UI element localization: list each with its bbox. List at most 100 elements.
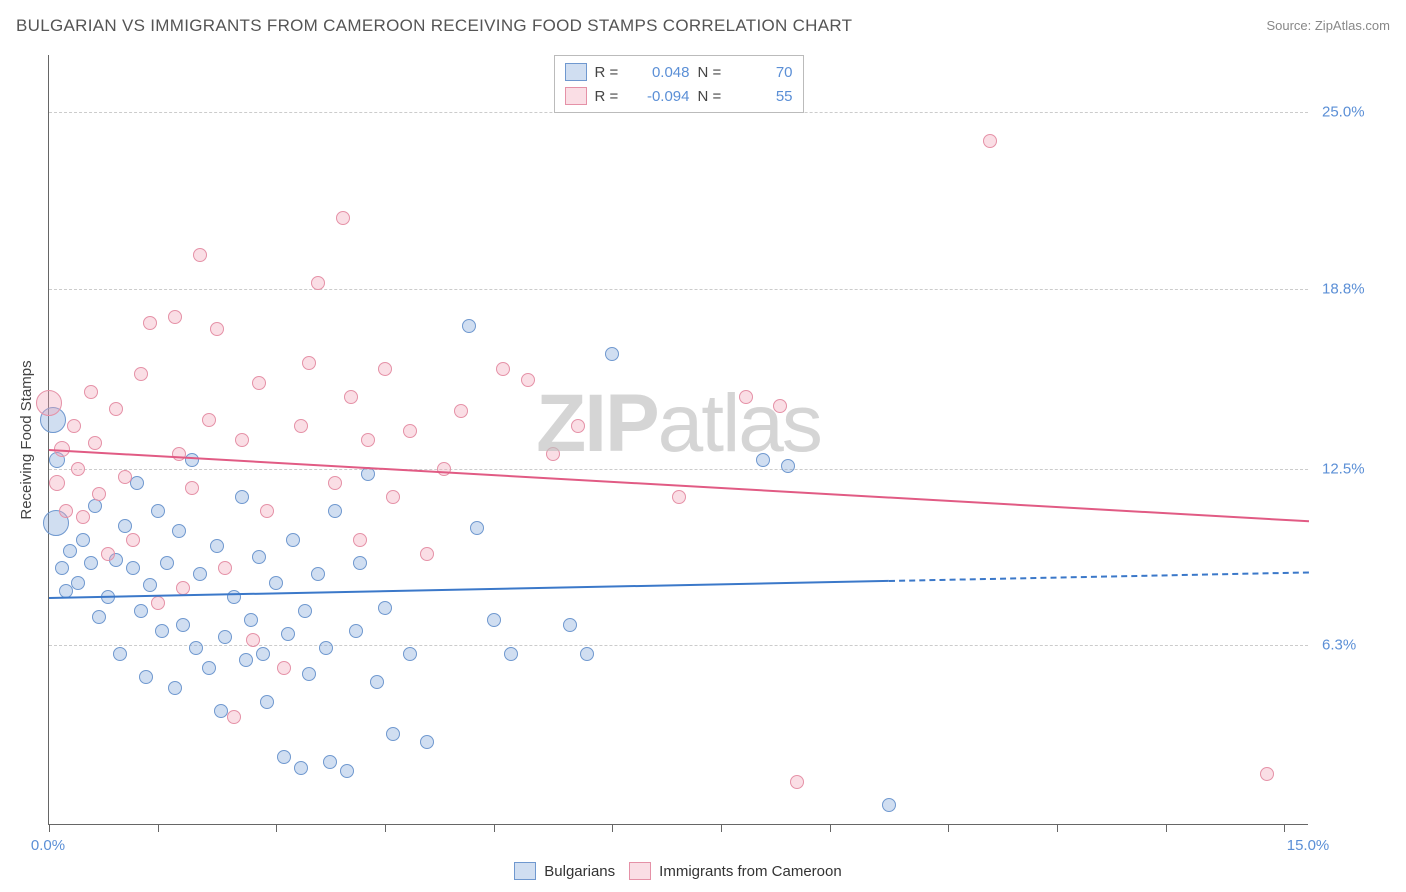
scatter-point (168, 681, 182, 695)
scatter-point (882, 798, 896, 812)
scatter-point (386, 727, 400, 741)
xtick (1284, 824, 1285, 832)
scatter-point (323, 755, 337, 769)
scatter-point (235, 433, 249, 447)
xtick (1057, 824, 1058, 832)
scatter-point (361, 433, 375, 447)
scatter-point (113, 647, 127, 661)
scatter-point (311, 567, 325, 581)
scatter-point (378, 601, 392, 615)
scatter-point (239, 653, 253, 667)
scatter-point (189, 641, 203, 655)
scatter-point (134, 367, 148, 381)
gridline (49, 469, 1308, 470)
xtick (49, 824, 50, 832)
scatter-point (101, 547, 115, 561)
scatter-point (286, 533, 300, 547)
scatter-point (151, 504, 165, 518)
scatter-point (277, 661, 291, 675)
scatter-point (202, 413, 216, 427)
scatter-point (328, 476, 342, 490)
scatter-point (370, 675, 384, 689)
plot-area: ZIPatlas R = 0.048 N = 70 R = -0.094 N =… (48, 55, 1308, 825)
scatter-point (277, 750, 291, 764)
scatter-point (143, 316, 157, 330)
xtick-label: 0.0% (31, 837, 65, 854)
scatter-point (49, 475, 65, 491)
scatter-point (281, 627, 295, 641)
legend-stats: R = 0.048 N = 70 R = -0.094 N = 55 (554, 55, 804, 113)
trendline (889, 571, 1309, 582)
scatter-point (487, 613, 501, 627)
scatter-point (84, 385, 98, 399)
scatter-point (454, 404, 468, 418)
scatter-point (294, 761, 308, 775)
scatter-point (55, 561, 69, 575)
scatter-point (470, 521, 484, 535)
scatter-point (319, 641, 333, 655)
scatter-point (218, 561, 232, 575)
scatter-point (193, 567, 207, 581)
scatter-point (605, 347, 619, 361)
scatter-point (260, 695, 274, 709)
xtick (494, 824, 495, 832)
scatter-point (504, 647, 518, 661)
swatch-series-1 (565, 87, 587, 105)
ytick-label: 18.8% (1322, 280, 1392, 297)
scatter-point (185, 481, 199, 495)
scatter-point (126, 533, 140, 547)
trendline (49, 580, 889, 599)
scatter-point (790, 775, 804, 789)
scatter-point (126, 561, 140, 575)
scatter-point (269, 576, 283, 590)
gridline (49, 645, 1308, 646)
xtick (158, 824, 159, 832)
scatter-point (302, 667, 316, 681)
scatter-point (773, 399, 787, 413)
scatter-point (76, 510, 90, 524)
scatter-point (462, 319, 476, 333)
xtick (385, 824, 386, 832)
scatter-point (185, 453, 199, 467)
chart-header: BULGARIAN VS IMMIGRANTS FROM CAMEROON RE… (16, 16, 1390, 46)
ytick-label: 6.3% (1322, 637, 1392, 654)
scatter-point (378, 362, 392, 376)
scatter-point (109, 402, 123, 416)
scatter-point (328, 504, 342, 518)
xtick (721, 824, 722, 832)
scatter-point (130, 476, 144, 490)
scatter-point (76, 533, 90, 547)
scatter-point (521, 373, 535, 387)
scatter-point (260, 504, 274, 518)
scatter-point (227, 590, 241, 604)
swatch-series-0 (565, 63, 587, 81)
scatter-point (252, 550, 266, 564)
scatter-point (563, 618, 577, 632)
trendline (49, 449, 1309, 522)
scatter-point (88, 436, 102, 450)
scatter-point (193, 248, 207, 262)
xtick (612, 824, 613, 832)
scatter-point (353, 556, 367, 570)
scatter-point (118, 519, 132, 533)
scatter-point (143, 578, 157, 592)
legend-bottom: Bulgarians Immigrants from Cameroon (48, 858, 1308, 884)
scatter-point (244, 613, 258, 627)
scatter-point (340, 764, 354, 778)
ytick-label: 25.0% (1322, 104, 1392, 121)
xtick (948, 824, 949, 832)
scatter-point (496, 362, 510, 376)
scatter-point (353, 533, 367, 547)
scatter-point (71, 576, 85, 590)
scatter-point (420, 735, 434, 749)
legend-row-series-0: R = 0.048 N = 70 (565, 60, 793, 84)
scatter-point (118, 470, 132, 484)
scatter-point (571, 419, 585, 433)
xtick (830, 824, 831, 832)
scatter-point (172, 447, 186, 461)
scatter-point (227, 710, 241, 724)
scatter-point (36, 390, 62, 416)
xtick (276, 824, 277, 832)
swatch-bottom-0 (514, 862, 536, 880)
gridline (49, 289, 1308, 290)
